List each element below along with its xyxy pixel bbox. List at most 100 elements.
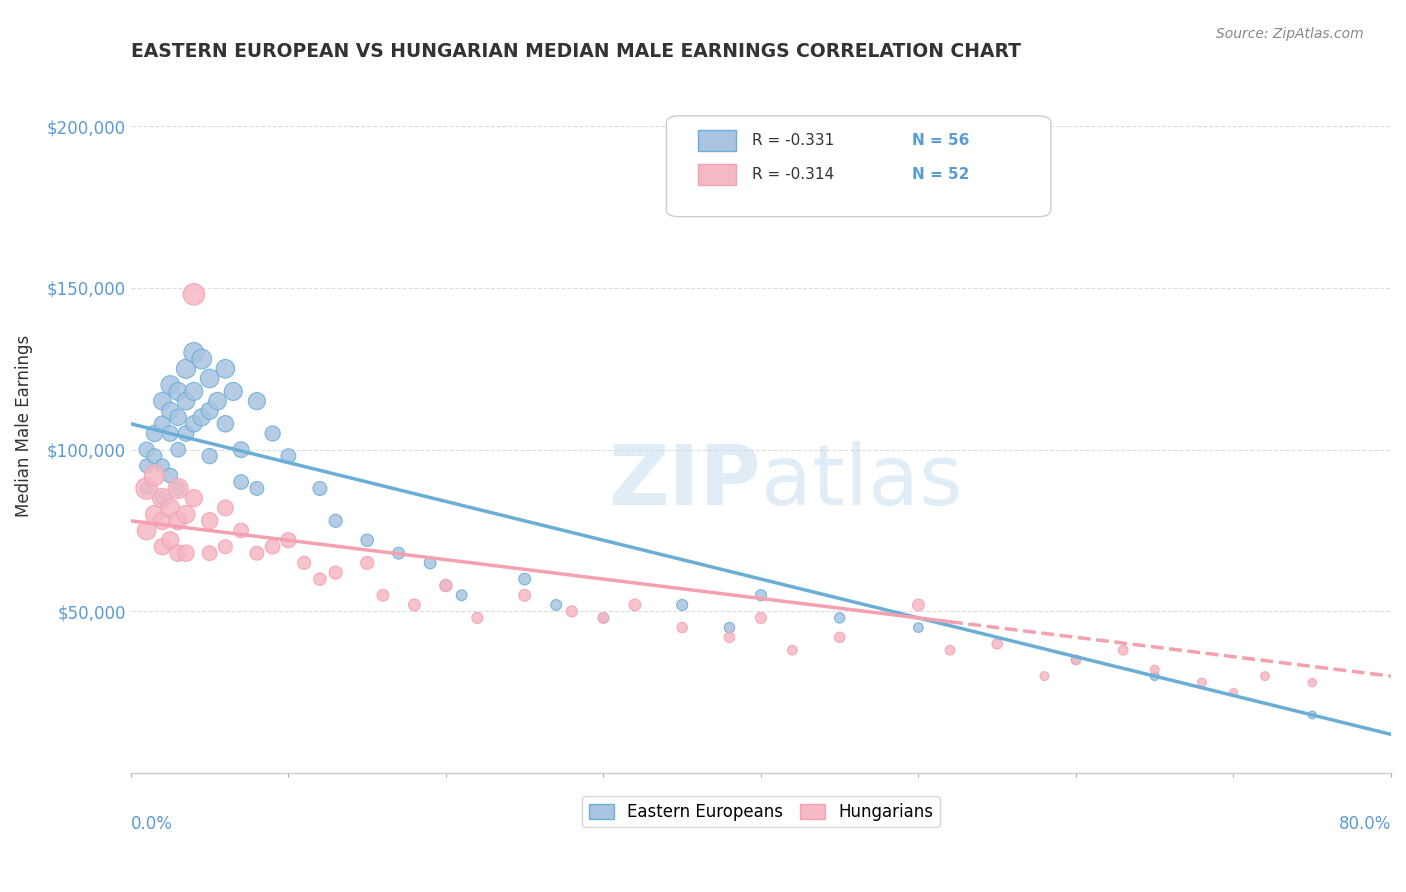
Point: [404, 598, 426, 612]
Point: [246, 394, 269, 409]
Point: [277, 533, 299, 548]
Point: [246, 482, 269, 496]
Y-axis label: Median Male Earnings: Median Male Earnings: [15, 334, 32, 516]
Point: [174, 426, 197, 441]
Point: [419, 556, 441, 570]
Point: [277, 449, 299, 463]
Point: [718, 621, 741, 635]
Point: [198, 404, 221, 418]
Point: [183, 287, 205, 301]
Point: [183, 417, 205, 431]
Point: [207, 394, 229, 409]
Point: [939, 643, 962, 657]
Point: [150, 491, 173, 506]
Point: [1064, 653, 1087, 667]
Point: [1191, 675, 1213, 690]
Point: [434, 578, 457, 592]
Text: N = 56: N = 56: [912, 134, 970, 148]
Point: [986, 637, 1008, 651]
Point: [325, 566, 347, 580]
Point: [159, 426, 181, 441]
Point: [1254, 669, 1277, 683]
Point: [231, 475, 253, 489]
Text: EASTERN EUROPEAN VS HUNGARIAN MEDIAN MALE EARNINGS CORRELATION CHART: EASTERN EUROPEAN VS HUNGARIAN MEDIAN MAL…: [131, 42, 1021, 61]
Point: [309, 482, 332, 496]
Text: 80.0%: 80.0%: [1339, 815, 1391, 833]
Text: Source: ZipAtlas.com: Source: ZipAtlas.com: [1216, 27, 1364, 41]
Point: [450, 588, 472, 602]
Point: [592, 611, 614, 625]
Point: [1112, 643, 1135, 657]
Point: [371, 588, 394, 602]
Point: [1143, 663, 1166, 677]
Point: [231, 524, 253, 538]
Point: [907, 621, 929, 635]
Point: [167, 546, 190, 560]
Point: [198, 546, 221, 560]
Point: [135, 482, 157, 496]
Point: [214, 500, 236, 515]
Point: [1143, 669, 1166, 683]
Point: [174, 361, 197, 376]
Point: [467, 611, 489, 625]
Point: [167, 442, 190, 457]
Text: R = -0.331: R = -0.331: [752, 134, 834, 148]
Point: [143, 449, 166, 463]
Point: [246, 546, 269, 560]
Point: [135, 442, 157, 457]
Point: [718, 630, 741, 644]
Point: [174, 546, 197, 560]
Point: [150, 458, 173, 473]
Text: 0.0%: 0.0%: [131, 815, 173, 833]
Text: N = 52: N = 52: [912, 167, 970, 182]
Point: [143, 508, 166, 522]
Point: [624, 598, 647, 612]
Point: [174, 394, 197, 409]
Point: [159, 533, 181, 548]
Point: [214, 417, 236, 431]
Point: [214, 540, 236, 554]
Point: [167, 384, 190, 399]
Point: [159, 404, 181, 418]
FancyBboxPatch shape: [666, 116, 1050, 217]
Point: [183, 491, 205, 506]
Point: [434, 578, 457, 592]
Legend: Eastern Europeans, Hungarians: Eastern Europeans, Hungarians: [582, 797, 939, 828]
Point: [262, 426, 284, 441]
Point: [1222, 685, 1244, 699]
Point: [214, 361, 236, 376]
FancyBboxPatch shape: [697, 130, 735, 152]
FancyBboxPatch shape: [697, 164, 735, 185]
Point: [150, 540, 173, 554]
Point: [356, 556, 378, 570]
Point: [198, 371, 221, 385]
Point: [150, 394, 173, 409]
Point: [513, 588, 536, 602]
Point: [356, 533, 378, 548]
Point: [388, 546, 411, 560]
Point: [513, 572, 536, 586]
Point: [167, 482, 190, 496]
Point: [167, 514, 190, 528]
Point: [150, 417, 173, 431]
Point: [828, 630, 851, 644]
Point: [190, 410, 212, 425]
Point: [150, 514, 173, 528]
Point: [183, 384, 205, 399]
Point: [159, 378, 181, 392]
Point: [222, 384, 245, 399]
Point: [167, 410, 190, 425]
Point: [1064, 653, 1087, 667]
Point: [292, 556, 315, 570]
Point: [671, 598, 693, 612]
Point: [198, 514, 221, 528]
Point: [749, 611, 772, 625]
Point: [190, 352, 212, 367]
Point: [592, 611, 614, 625]
Point: [135, 524, 157, 538]
Point: [325, 514, 347, 528]
Point: [262, 540, 284, 554]
Point: [1301, 708, 1323, 723]
Point: [135, 458, 157, 473]
Point: [135, 482, 157, 496]
